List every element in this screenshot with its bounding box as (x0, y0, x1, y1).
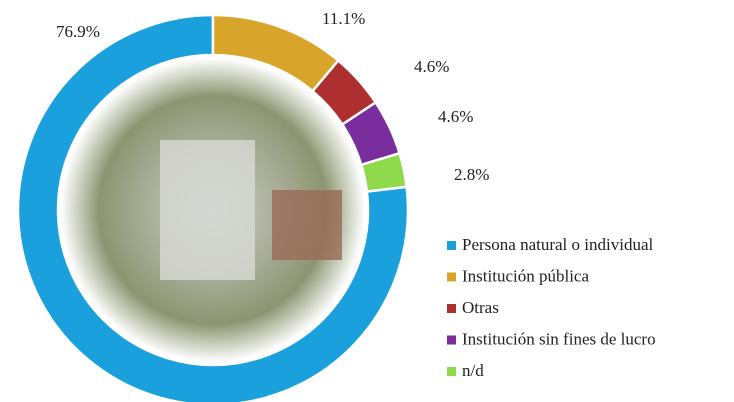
photo-roof (272, 190, 342, 260)
data-label: 2.8% (454, 165, 489, 184)
legend-label: Institución sin fines de lucro (462, 329, 656, 348)
data-label: 4.6% (414, 57, 449, 76)
legend-label: Persona natural o individual (462, 235, 653, 254)
legend-swatch (447, 272, 456, 282)
legend-swatch (447, 367, 456, 376)
legend-swatch (447, 335, 456, 345)
legend-label: Otras (462, 298, 499, 317)
legend-swatch (447, 304, 456, 313)
donut-slice (359, 151, 409, 193)
photo-building (160, 140, 255, 280)
data-label: 4.6% (438, 107, 473, 126)
data-label: 11.1% (322, 9, 365, 28)
donut-slice (16, 13, 410, 402)
legend-swatch (447, 241, 456, 250)
legend-label: Institución pública (462, 266, 589, 285)
legend-label: n/d (462, 361, 484, 380)
data-label: 76.9% (56, 22, 100, 41)
